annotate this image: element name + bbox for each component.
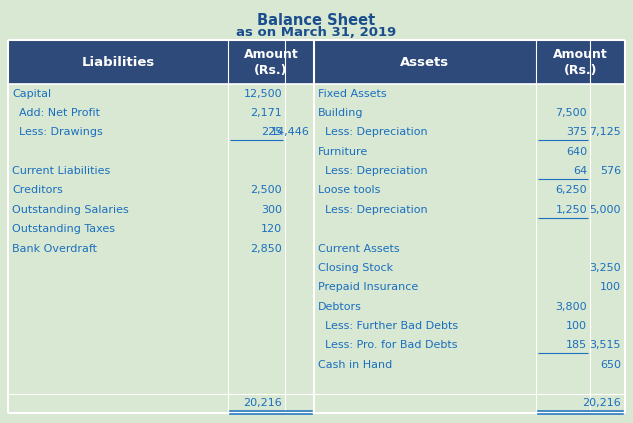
Text: 100: 100	[600, 282, 621, 292]
Text: Less: Drawings: Less: Drawings	[12, 127, 103, 137]
Text: 2,171: 2,171	[250, 108, 282, 118]
Bar	[314, 40, 625, 84]
Text: Amount
(Rs.): Amount (Rs.)	[244, 47, 298, 77]
Text: Debtors: Debtors	[318, 302, 362, 312]
Text: 3,250: 3,250	[589, 263, 621, 273]
Text: 7,125: 7,125	[589, 127, 621, 137]
Text: 5,000: 5,000	[589, 205, 621, 215]
Text: Creditors: Creditors	[12, 185, 63, 195]
Text: 1,250: 1,250	[555, 205, 587, 215]
Text: Furniture: Furniture	[318, 147, 368, 157]
Text: Liabilities: Liabilities	[82, 55, 154, 69]
Text: 12,500: 12,500	[243, 89, 282, 99]
Text: 576: 576	[600, 166, 621, 176]
Text: Balance Sheet: Balance Sheet	[257, 13, 375, 28]
Text: 3,800: 3,800	[555, 302, 587, 312]
Text: 64: 64	[573, 166, 587, 176]
Text: Less: Depreciation: Less: Depreciation	[318, 127, 428, 137]
Text: Less: Depreciation: Less: Depreciation	[318, 166, 428, 176]
Text: Fixed Assets: Fixed Assets	[318, 89, 387, 99]
Text: 120: 120	[261, 224, 282, 234]
Text: Outstanding Taxes: Outstanding Taxes	[12, 224, 115, 234]
Bar	[314, 84, 625, 413]
Text: Add: Net Profit: Add: Net Profit	[12, 108, 100, 118]
Text: Less: Further Bad Debts: Less: Further Bad Debts	[318, 321, 458, 331]
Text: Building: Building	[318, 108, 363, 118]
Text: Cash in Hand: Cash in Hand	[318, 360, 392, 370]
Text: Loose tools: Loose tools	[318, 185, 380, 195]
Text: 20,216: 20,216	[243, 398, 282, 408]
Text: 2,500: 2,500	[251, 185, 282, 195]
Text: Outstanding Salaries: Outstanding Salaries	[12, 205, 128, 215]
Text: 185: 185	[566, 340, 587, 350]
Text: 6,250: 6,250	[555, 185, 587, 195]
Text: Less: Depreciation: Less: Depreciation	[318, 205, 428, 215]
Text: 2,850: 2,850	[250, 244, 282, 253]
Text: 20,216: 20,216	[582, 398, 621, 408]
Text: 640: 640	[566, 147, 587, 157]
Text: 650: 650	[600, 360, 621, 370]
Text: 3,515: 3,515	[589, 340, 621, 350]
Text: 300: 300	[261, 205, 282, 215]
Text: Current Assets: Current Assets	[318, 244, 399, 253]
Text: Current Liabilities: Current Liabilities	[12, 166, 110, 176]
Text: 100: 100	[566, 321, 587, 331]
Text: 14,446: 14,446	[271, 127, 310, 137]
Text: as on March 31, 2019: as on March 31, 2019	[236, 26, 396, 39]
Text: 375: 375	[566, 127, 587, 137]
Text: Closing Stock: Closing Stock	[318, 263, 393, 273]
Text: Amount
(Rs.): Amount (Rs.)	[553, 47, 608, 77]
Text: Prepaid Insurance: Prepaid Insurance	[318, 282, 418, 292]
Text: Capital: Capital	[12, 89, 51, 99]
Text: Bank Overdraft: Bank Overdraft	[12, 244, 97, 253]
Text: 225: 225	[261, 127, 282, 137]
Bar	[8, 84, 314, 413]
Bar	[8, 40, 314, 84]
Text: 7,500: 7,500	[555, 108, 587, 118]
Text: Less: Pro. for Bad Debts: Less: Pro. for Bad Debts	[318, 340, 458, 350]
Text: Assets: Assets	[401, 55, 449, 69]
